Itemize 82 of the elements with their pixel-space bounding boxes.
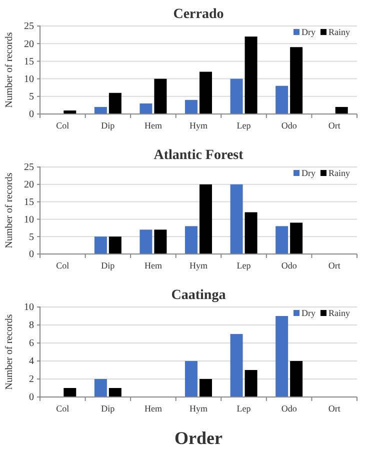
bar (185, 226, 198, 254)
legend-label: Rainy (328, 308, 350, 318)
x-tick-label: Dip (101, 120, 116, 130)
bar (154, 230, 167, 254)
bar (185, 100, 198, 114)
y-tick-label: 2 (29, 374, 34, 386)
x-tick-label: Col (56, 260, 70, 270)
x-tick-label: Hym (190, 403, 208, 414)
bar (244, 36, 258, 114)
y-tick-label: 20 (24, 38, 34, 50)
y-tick-label: 8 (29, 320, 34, 332)
bar (108, 388, 122, 397)
x-tick-label: Col (56, 403, 70, 414)
y-tick-label: 10 (24, 214, 34, 226)
legend-label: Rainy (328, 27, 350, 37)
bar (64, 388, 76, 397)
y-tick-label: 5 (29, 92, 34, 103)
y-tick-label: 25 (24, 162, 34, 174)
y-tick-label: 10 (24, 74, 34, 85)
x-axis-title: Order (174, 428, 222, 448)
bar (290, 222, 303, 254)
chart-title: Cerrado (173, 7, 224, 22)
bar (140, 103, 152, 114)
x-tick-label: Hym (190, 260, 208, 270)
bar (185, 361, 198, 397)
chart-title: Caatinga (171, 288, 226, 303)
y-axis-title: Number of records (4, 32, 15, 108)
x-tick-label: Dip (101, 260, 116, 270)
x-tick-label: Hym (190, 120, 208, 130)
y-axis-title: Number of records (4, 314, 15, 390)
x-tick-label: Hem (144, 260, 162, 270)
chart-title: Atlantic Forest (154, 148, 244, 163)
x-tick-label: Col (56, 120, 70, 130)
bar (94, 106, 107, 114)
legend-label: Dry (302, 308, 316, 318)
x-tick-label: Odo (281, 260, 298, 270)
x-tick-label: Ort (328, 403, 341, 414)
bar (200, 184, 212, 254)
y-tick-label: 0 (29, 392, 34, 404)
bar (140, 230, 152, 254)
bar (200, 72, 212, 114)
y-tick-label: 20 (24, 180, 34, 191)
x-tick-label: Ort (328, 260, 341, 270)
x-tick-label: Odo (281, 120, 298, 130)
x-tick-label: Dip (101, 403, 116, 414)
y-tick-label: 6 (29, 338, 34, 350)
x-tick-label: Hem (144, 403, 162, 414)
bar (335, 106, 348, 114)
bar (276, 316, 288, 397)
x-tick-label: Hem (144, 120, 162, 130)
bar (290, 47, 303, 114)
y-tick-label: 0 (29, 249, 34, 260)
x-tick-label: Lep (236, 260, 252, 270)
y-tick-label: 10 (24, 302, 34, 314)
legend-label: Dry (302, 27, 316, 37)
bar (154, 78, 167, 114)
bar (94, 379, 107, 397)
bar (290, 361, 303, 397)
x-tick-label: Lep (236, 120, 252, 130)
bar (94, 236, 107, 254)
x-tick-label: Odo (281, 403, 298, 414)
bar (276, 86, 288, 114)
legend-label: Rainy (328, 168, 350, 178)
bar (108, 92, 122, 114)
x-tick-label: Lep (236, 403, 252, 414)
bar (230, 334, 243, 397)
y-tick-label: 4 (29, 356, 34, 368)
y-tick-label: 5 (29, 232, 34, 243)
y-axis-title: Number of records (4, 172, 15, 248)
bar (230, 78, 243, 114)
bar (230, 184, 243, 254)
y-tick-label: 0 (29, 109, 34, 120)
legend-label: Dry (302, 168, 316, 178)
y-tick-label: 15 (24, 56, 34, 68)
bar (244, 370, 258, 397)
bar (108, 236, 122, 254)
bar (244, 212, 258, 254)
y-tick-label: 25 (24, 21, 34, 32)
x-tick-label: Ort (328, 120, 341, 130)
y-tick-label: 15 (24, 197, 34, 208)
bar (200, 379, 212, 397)
bar (276, 226, 288, 254)
